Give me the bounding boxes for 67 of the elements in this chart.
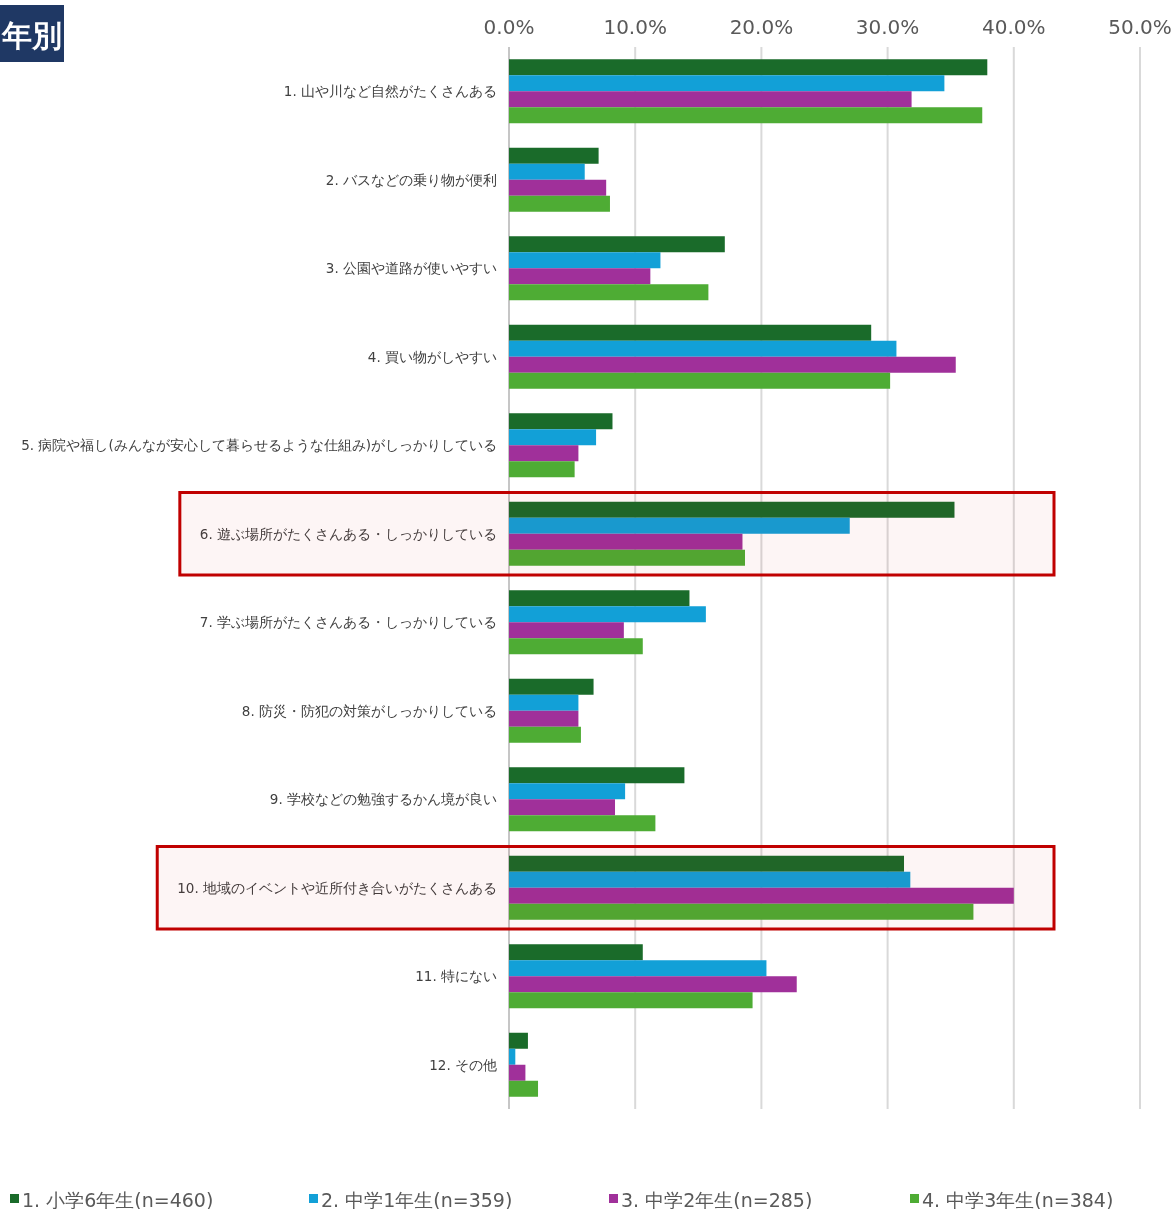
bar xyxy=(509,678,594,695)
bar xyxy=(509,549,745,566)
bar xyxy=(509,855,905,872)
bar xyxy=(509,147,599,164)
x-tick-label: 50.0% xyxy=(1108,15,1172,39)
bar xyxy=(509,517,850,534)
bar xyxy=(509,1048,516,1065)
bar xyxy=(509,606,706,623)
bar xyxy=(509,638,643,655)
bar xyxy=(509,268,651,285)
x-tick-label: 20.0% xyxy=(729,15,794,39)
bar xyxy=(509,903,974,920)
bar xyxy=(509,445,579,462)
bar xyxy=(509,710,579,727)
x-tick-label: 30.0% xyxy=(855,15,920,39)
bar xyxy=(509,1032,528,1049)
bar xyxy=(509,944,643,961)
text: 年別 xyxy=(1,18,62,53)
y-tick-label: 7. 学ぶ場所がたくさんある・しっかりしている xyxy=(199,614,497,631)
bar xyxy=(509,976,797,993)
bar xyxy=(509,783,626,800)
bar xyxy=(509,324,872,341)
bar xyxy=(509,1064,526,1081)
bar xyxy=(509,799,616,816)
bar xyxy=(509,356,956,373)
y-tick-label: 8. 防災・防犯の対策がしっかりしている xyxy=(241,702,497,719)
y-tick-label: 1. 山や川など自然がたくさんある xyxy=(283,83,497,100)
y-tick-label: 4. 買い物がしやすい xyxy=(367,348,497,365)
y-tick-label: 6. 遊ぶ場所がたくさんある・しっかりしている xyxy=(199,525,497,542)
bar xyxy=(509,284,709,301)
x-tick-label: 10.0% xyxy=(603,15,667,39)
bar xyxy=(509,501,955,518)
bar xyxy=(509,252,661,269)
bar xyxy=(509,960,767,977)
bar xyxy=(509,992,753,1009)
bar xyxy=(509,429,597,446)
bar xyxy=(509,815,656,832)
bar xyxy=(509,372,891,389)
bar xyxy=(509,75,945,92)
bar xyxy=(509,163,585,180)
y-tick-label: 12. その他 xyxy=(429,1056,497,1073)
bar xyxy=(509,533,743,550)
bar xyxy=(509,91,912,108)
bar xyxy=(509,726,581,743)
bar xyxy=(509,694,579,711)
bar xyxy=(509,590,690,607)
bar xyxy=(509,236,725,253)
bar xyxy=(509,195,610,212)
bar xyxy=(509,461,575,478)
x-tick-label: 40.0% xyxy=(982,15,1046,39)
bar xyxy=(509,622,624,639)
x-tick-label: 0.0% xyxy=(483,15,535,39)
bar xyxy=(509,767,685,784)
bar xyxy=(509,413,613,430)
bar xyxy=(509,179,607,196)
bar xyxy=(509,1080,539,1097)
y-tick-label: 3. 公園や道路が使いやすい xyxy=(325,260,497,277)
bar xyxy=(509,887,1014,904)
bar xyxy=(509,107,983,124)
y-tick-label: 11. 特にない xyxy=(415,968,497,985)
y-tick-label: 2. バスなどの乗り物が便利 xyxy=(325,171,497,188)
bar xyxy=(509,59,988,76)
y-tick-label: 5. 病院や福し(みんなが安心して暮らせるような仕組み)がしっかりしている xyxy=(21,437,497,454)
bar xyxy=(509,871,911,888)
bar xyxy=(509,340,897,357)
y-tick-label: 9. 学校などの勉強するかん境が良い xyxy=(269,791,497,808)
y-tick-label: 10. 地域のイベントや近所付き合いがたくさんある xyxy=(177,879,497,896)
